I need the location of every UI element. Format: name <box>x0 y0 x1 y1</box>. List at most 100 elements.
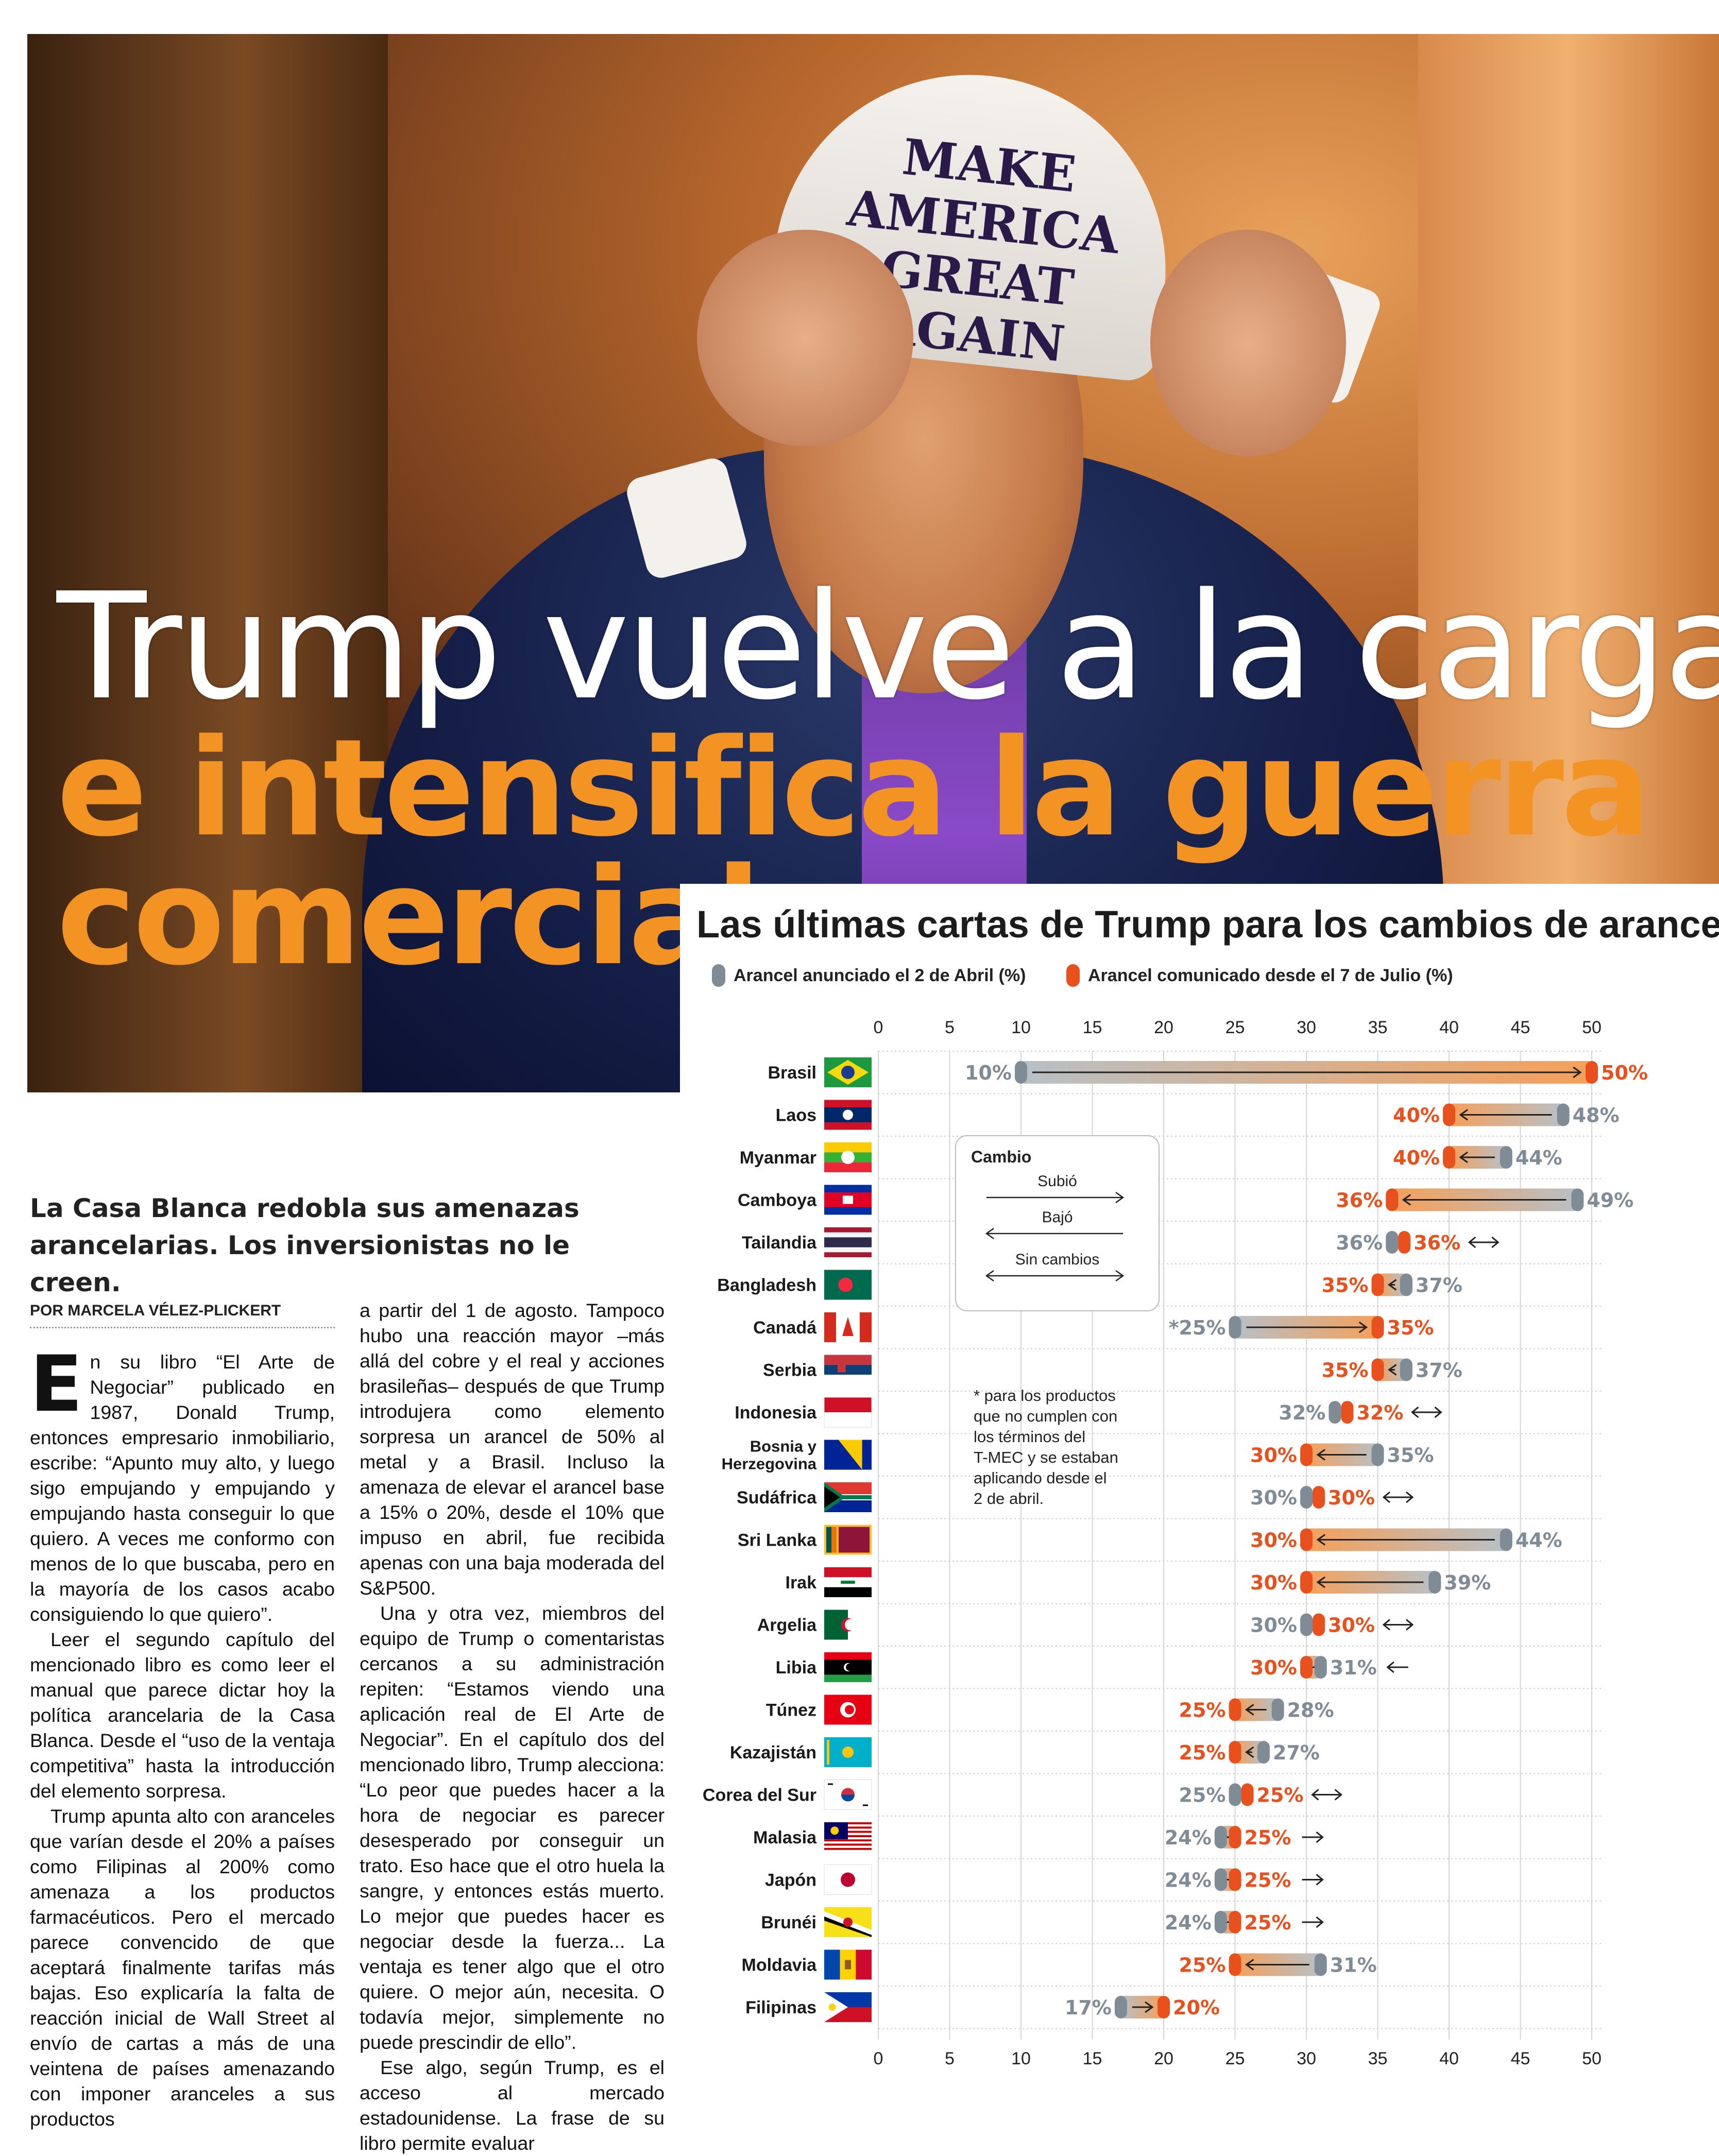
july-marker <box>1300 1656 1313 1679</box>
country-name: Myanmar <box>740 1148 816 1168</box>
tick-label-bottom: 45 <box>1511 2049 1530 2068</box>
filipinas-flag-icon <box>824 1992 872 2022</box>
july-value-label: 50% <box>1601 1062 1648 1084</box>
july-value-label: 25% <box>1245 1911 1291 1934</box>
flag-part <box>824 1162 872 1172</box>
country-name: Herzegovina <box>722 1455 817 1473</box>
country-name: Brasil <box>768 1063 817 1083</box>
april-value-label: 32% <box>1279 1401 1325 1424</box>
arrowhead <box>1459 1109 1468 1121</box>
july-marker <box>1229 1911 1241 1933</box>
footnote-line: * para los productos <box>974 1387 1116 1405</box>
country-name: Filipinas <box>745 1998 816 2017</box>
dropcap: E <box>30 1340 83 1429</box>
july-value-label: 36% <box>1414 1231 1460 1254</box>
cambio-box-frame <box>955 1135 1160 1311</box>
april-marker <box>1229 1783 1241 1806</box>
flag-part <box>843 1918 853 1927</box>
july-value-label: 25% <box>1179 1699 1226 1722</box>
tick-label-bottom: 30 <box>1297 2049 1316 2068</box>
arrowhead <box>1316 1534 1325 1546</box>
arrowhead <box>1316 1576 1325 1588</box>
chart-row-kazajistan: Kazajistán 25% 27% <box>730 1737 1320 1767</box>
arrowhead <box>1115 1270 1125 1282</box>
serbia-flag-icon <box>824 1355 872 1385</box>
country-name: Malasia <box>753 1828 817 1847</box>
arrowhead <box>985 1227 994 1240</box>
april-marker <box>1428 1571 1441 1594</box>
laos-flag-icon <box>824 1100 872 1130</box>
july-value-label: 32% <box>1356 1401 1403 1424</box>
tick-label-top: 5 <box>945 1018 955 1037</box>
arrowhead <box>1573 1066 1582 1079</box>
legend-april-marker <box>712 964 725 987</box>
july-marker <box>1371 1316 1384 1339</box>
chart-row-libia: Libia 30% 31% <box>776 1652 1408 1682</box>
arrowhead <box>1387 1364 1397 1376</box>
flag-part <box>824 1850 872 1852</box>
april-value-label: 24% <box>1165 1869 1212 1892</box>
april-marker <box>1400 1358 1412 1381</box>
brasil-flag-icon <box>824 1057 872 1087</box>
april-value-label: 31% <box>1330 1656 1377 1679</box>
chart-row-tailandia: Tailandia 36% 36% <box>742 1227 1500 1257</box>
arrowhead <box>1491 1236 1500 1248</box>
flag-part <box>824 1237 872 1247</box>
chart-row-sudafrica: Sudáfrica 30% 30% <box>737 1482 1414 1512</box>
arrowhead <box>1316 1874 1324 1886</box>
arrowhead <box>1358 1321 1368 1333</box>
cambio-item-2: Sin cambios <box>1015 1251 1099 1268</box>
april-marker <box>1300 1613 1313 1636</box>
arrowhead <box>1402 1194 1411 1206</box>
april-marker <box>1314 1953 1327 1976</box>
tick-label-bottom: 0 <box>874 2049 883 2068</box>
tick-label-bottom: 10 <box>1011 2049 1031 2068</box>
country-name: Corea del Sur <box>703 1786 816 1805</box>
headline-line-2: e intensifica la guerra <box>57 711 1652 866</box>
tick-label-top: 10 <box>1011 1018 1031 1037</box>
arrowhead <box>1245 1704 1254 1716</box>
flag-part <box>824 1397 872 1428</box>
chart-row-brunei: Brunéi 24% 25% <box>761 1907 1324 1937</box>
flag-part <box>824 1412 872 1427</box>
april-marker <box>1300 1486 1313 1509</box>
chart-row-laos: Laos 40% 48% <box>776 1100 1620 1130</box>
april-marker <box>1329 1401 1341 1424</box>
april-marker <box>1214 1911 1227 1933</box>
tailandia-flag-icon <box>824 1227 872 1257</box>
flag-part <box>824 1949 840 1980</box>
july-marker <box>1229 1953 1241 1976</box>
july-marker <box>1443 1103 1455 1126</box>
legend-july-marker <box>1066 964 1080 987</box>
tick-label-top: 35 <box>1368 1018 1388 1037</box>
april-marker <box>1400 1273 1412 1296</box>
july-marker <box>1229 1698 1241 1721</box>
july-marker <box>1386 1188 1399 1211</box>
april-value-label: 44% <box>1516 1529 1562 1552</box>
arrowhead <box>1245 1746 1254 1758</box>
legend-april: Arancel anunciado el 2 de Abril (%) <box>712 964 1026 987</box>
paragraph: a partir del 1 de agosto. Tampoco hubo u… <box>360 1299 665 1599</box>
flag-part <box>845 1705 854 1715</box>
arrowhead <box>1387 1279 1397 1291</box>
chart-row-moldavia: Moldavia 25% 31% <box>742 1949 1377 1980</box>
tick-label-top: 40 <box>1439 1018 1459 1037</box>
chart-row-myanmar: Myanmar 40% 44% <box>740 1142 1562 1172</box>
chart-row-bangladesh: Bangladesh 35% 37% <box>717 1270 1462 1300</box>
april-marker <box>1114 1996 1127 2018</box>
flag-part <box>824 1142 872 1153</box>
arrowhead <box>1468 1236 1476 1248</box>
july-value-label: 40% <box>1393 1147 1440 1169</box>
april-marker <box>1257 1741 1270 1764</box>
myanmar-flag-icon <box>824 1142 872 1172</box>
april-value-label: *25% <box>1169 1316 1226 1339</box>
chart-row-indonesia: Indonesia 32% 32% <box>735 1397 1442 1428</box>
april-value-label: 30% <box>1250 1486 1297 1509</box>
april-value-label: 30% <box>1250 1614 1297 1637</box>
tariff-dumbbell-chart: 0 0 5 5 10 10 15 15 20 20 25 25 30 30 35 35 40 40 45 45 50 50… <box>703 1018 1648 2068</box>
july-value-label: 25% <box>1179 1741 1226 1764</box>
july-value-label: 30% <box>1250 1571 1297 1594</box>
article-subtitle: La Casa Blanca redobla sus amenazas aran… <box>30 1193 580 1297</box>
paragraph: n su libro “El Arte de Negociar” publica… <box>30 1351 335 1625</box>
flag-part <box>831 1527 837 1553</box>
